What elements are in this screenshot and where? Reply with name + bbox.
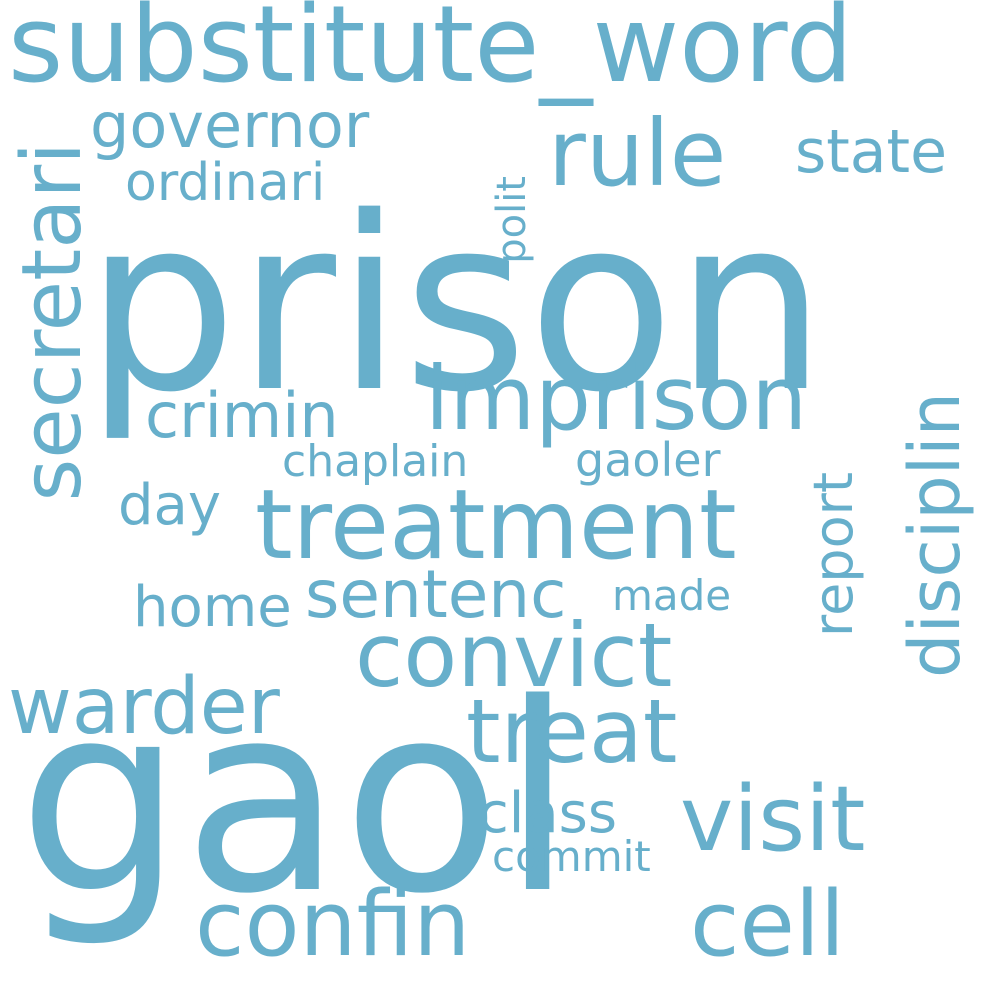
word-substitute-word: substitute_word	[8, 0, 853, 106]
word-confin: confin	[195, 872, 471, 977]
word-treatment: treatment	[255, 469, 737, 581]
word-imprison: imprison	[425, 347, 808, 450]
word-sentenc: sentenc	[305, 556, 567, 633]
word-cell: cell	[690, 872, 845, 977]
word-day: day	[118, 473, 222, 538]
word-visit: visit	[680, 767, 866, 872]
word-ordinari: ordinari	[125, 153, 326, 213]
word-gaoler: gaoler	[575, 433, 721, 487]
word-disciplin: disciplin	[894, 392, 976, 678]
word-gaol: gaol	[18, 649, 574, 951]
word-governor: governor	[90, 89, 370, 162]
word-treat: treat	[466, 680, 678, 783]
word-class: class	[478, 781, 618, 846]
word-polit: polit	[489, 176, 535, 264]
word-convict: convict	[355, 604, 673, 707]
word-home: home	[133, 575, 292, 640]
word-secretari: secretari	[5, 142, 100, 502]
word-made: made	[612, 571, 732, 620]
word-commit: commit	[492, 832, 651, 881]
word-crimin: crimin	[145, 379, 339, 452]
word-prison: prison	[85, 165, 827, 445]
word-warder: warder	[8, 662, 280, 752]
word-report: report	[802, 472, 865, 637]
word-rule: rule	[548, 100, 727, 207]
word-chaplain: chaplain	[282, 436, 469, 487]
word-state: state	[795, 117, 947, 187]
